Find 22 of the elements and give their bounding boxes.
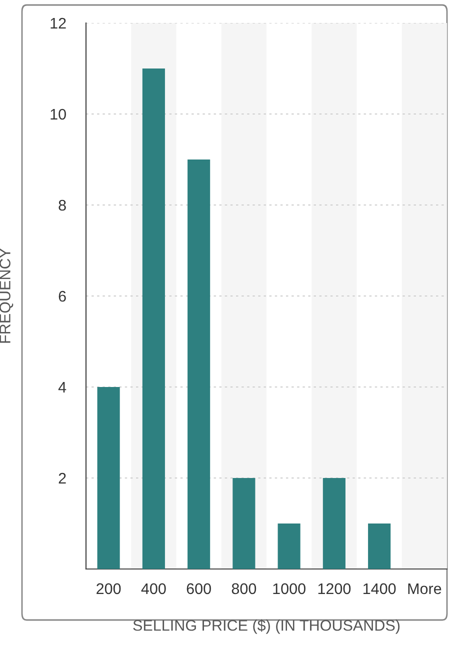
y-tick-label: 12 <box>50 18 66 29</box>
bar <box>322 478 346 569</box>
bar <box>368 524 391 569</box>
x-tick-label: 1400 <box>363 583 396 594</box>
y-tick-label: 4 <box>58 382 66 393</box>
x-tick-label: 1000 <box>273 583 306 594</box>
bar <box>188 160 210 569</box>
x-tick-label: 800 <box>232 583 256 594</box>
y-tick-label: 2 <box>58 472 66 484</box>
bar <box>97 387 120 569</box>
x-tick-label: 200 <box>96 583 121 594</box>
y-axis-title: FREQUENCY <box>0 248 14 343</box>
x-axis-title: SELLING PRICE ($) (IN THOUSANDS) <box>133 619 400 634</box>
x-tick-label: 600 <box>186 583 211 594</box>
x-tick-label: 400 <box>141 583 166 594</box>
x-tick-label: More <box>408 583 442 594</box>
bar <box>232 478 256 569</box>
bar <box>278 524 300 569</box>
y-tick-label: 8 <box>58 200 66 211</box>
y-tick-label: 10 <box>50 108 66 120</box>
y-tick-label: 6 <box>58 290 66 302</box>
x-tick-label: 1200 <box>318 583 351 594</box>
